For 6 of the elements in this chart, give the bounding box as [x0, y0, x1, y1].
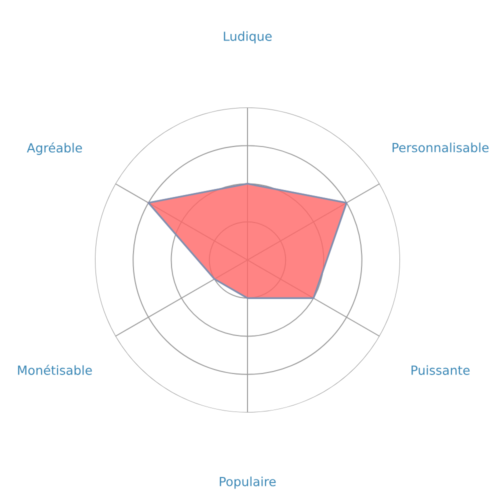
spoke-label: Personnalisable	[392, 142, 489, 152]
spoke-label: Monétisable	[18, 364, 92, 375]
spoke-label: Ludique	[224, 31, 272, 44]
spoke-label: Puissante	[412, 365, 470, 375]
spoke-label: Populaire	[220, 476, 276, 489]
spoke-label: Agréable	[26, 142, 82, 155]
